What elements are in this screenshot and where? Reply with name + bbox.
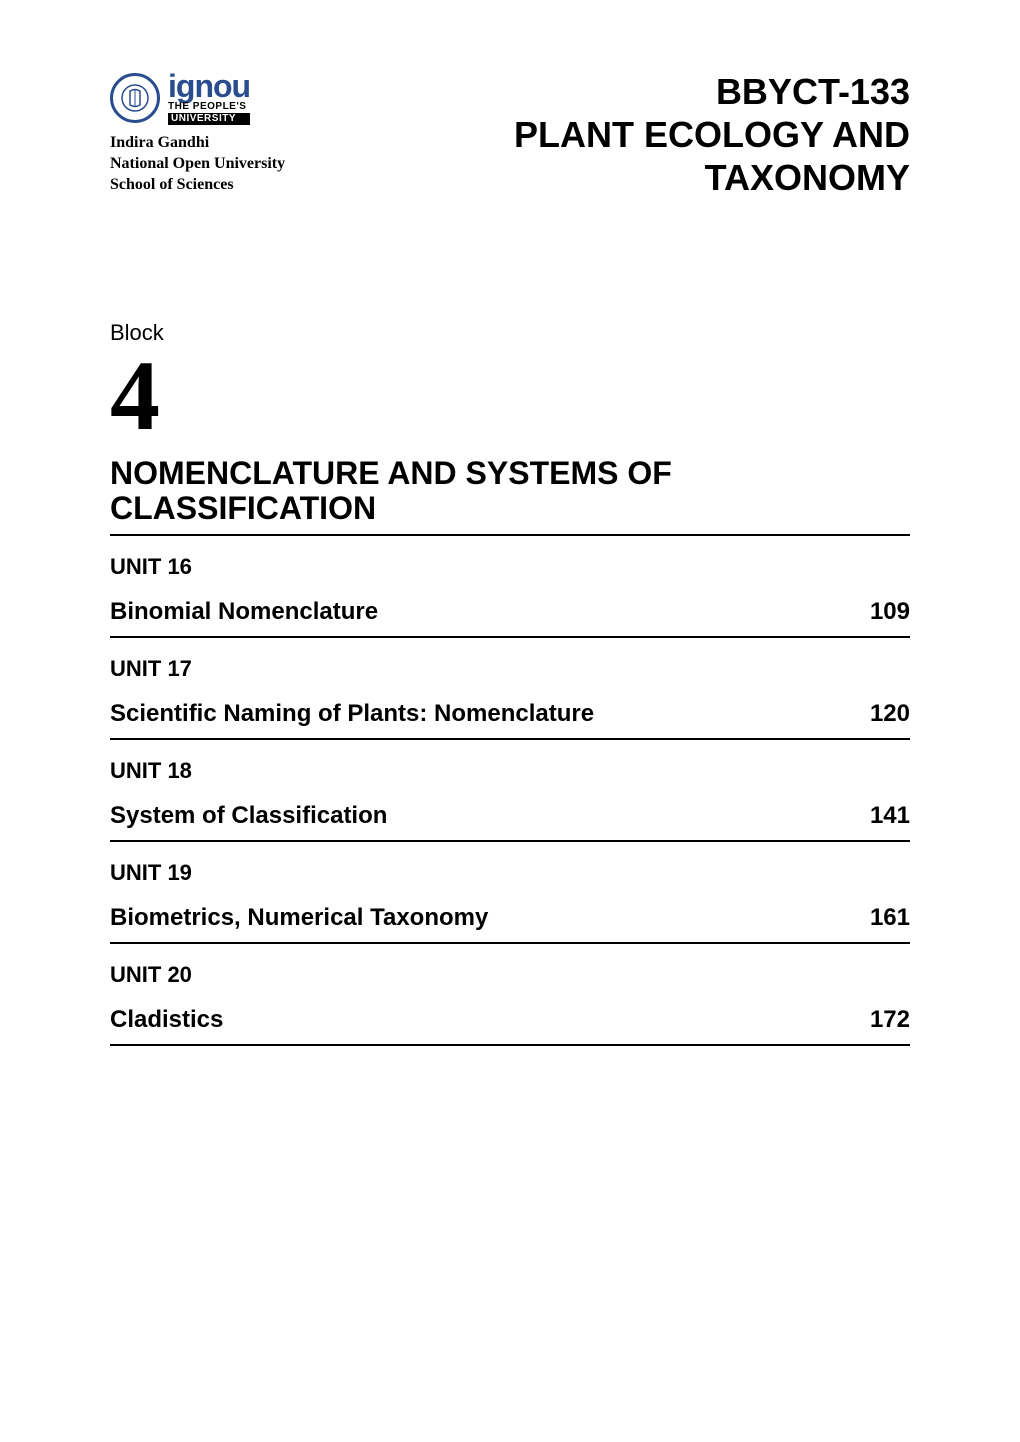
logo-row: ignou THE PEOPLE'S UNIVERSITY [110, 70, 285, 125]
page-header: ignou THE PEOPLE'S UNIVERSITY Indira Gan… [110, 70, 910, 200]
logo-svg [120, 83, 150, 113]
unit-section: UNIT 18 System of Classification 141 [110, 758, 910, 842]
unit-page: 109 [870, 598, 910, 626]
logo-text: ignou THE PEOPLE'S UNIVERSITY [168, 70, 250, 125]
course-code: BBYCT-133 [514, 70, 910, 113]
unit-label: UNIT 18 [110, 758, 910, 784]
block-number: 4 [110, 351, 910, 441]
unit-label: UNIT 20 [110, 962, 910, 988]
ignou-logo-icon [110, 73, 160, 123]
institution-line-1: Indira Gandhi [110, 133, 285, 154]
unit-page: 141 [870, 802, 910, 830]
logo-tagline-1: THE PEOPLE'S [168, 102, 250, 112]
unit-title: Biometrics, Numerical Taxonomy [110, 904, 488, 932]
block-title: NOMENCLATURE AND SYSTEMS OF CLASSIFICATI… [110, 456, 910, 536]
course-line-2: TAXONOMY [514, 156, 910, 199]
unit-row: Cladistics 172 [110, 1006, 910, 1034]
logo-section: ignou THE PEOPLE'S UNIVERSITY Indira Gan… [110, 70, 285, 195]
unit-section: UNIT 17 Scientific Naming of Plants: Nom… [110, 656, 910, 740]
logo-tagline-2: UNIVERSITY [168, 113, 250, 125]
unit-row: Binomial Nomenclature 109 [110, 598, 910, 626]
unit-row: Scientific Naming of Plants: Nomenclatur… [110, 700, 910, 728]
unit-label: UNIT 16 [110, 554, 910, 580]
logo-name: ignou [168, 70, 250, 102]
unit-section: UNIT 19 Biometrics, Numerical Taxonomy 1… [110, 860, 910, 944]
course-title: BBYCT-133 PLANT ECOLOGY AND TAXONOMY [514, 70, 910, 200]
unit-label: UNIT 19 [110, 860, 910, 886]
institution-line-2: National Open University [110, 154, 285, 175]
unit-section: UNIT 16 Binomial Nomenclature 109 [110, 554, 910, 638]
unit-section: UNIT 20 Cladistics 172 [110, 962, 910, 1046]
unit-title: Scientific Naming of Plants: Nomenclatur… [110, 700, 594, 728]
unit-row: System of Classification 141 [110, 802, 910, 830]
institution-line-3: School of Sciences [110, 175, 285, 196]
institution-info: Indira Gandhi National Open University S… [110, 133, 285, 195]
unit-page: 172 [870, 1006, 910, 1034]
unit-label: UNIT 17 [110, 656, 910, 682]
unit-page: 161 [870, 904, 910, 932]
course-line-1: PLANT ECOLOGY AND [514, 113, 910, 156]
unit-title: Cladistics [110, 1006, 223, 1034]
unit-page: 120 [870, 700, 910, 728]
unit-row: Biometrics, Numerical Taxonomy 161 [110, 904, 910, 932]
unit-title: System of Classification [110, 802, 387, 830]
unit-title: Binomial Nomenclature [110, 598, 378, 626]
block-label: Block [110, 320, 910, 346]
